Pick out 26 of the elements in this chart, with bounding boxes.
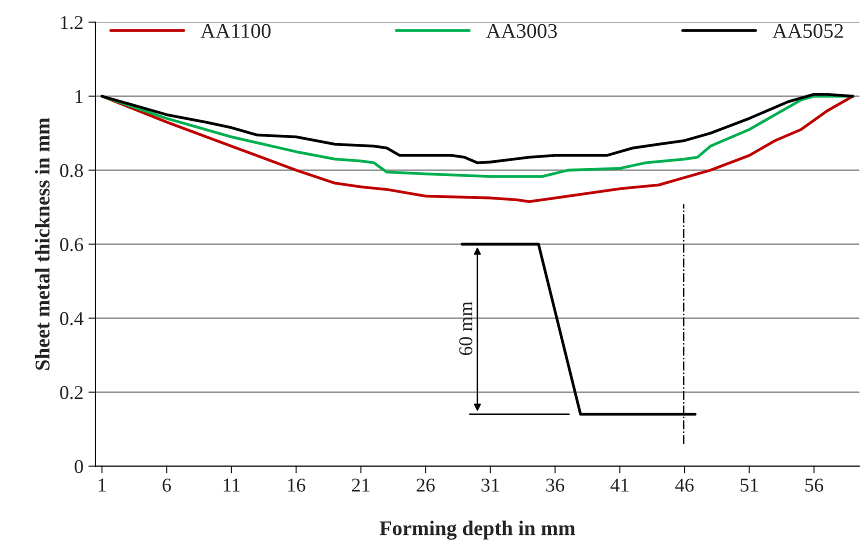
x-tick-label: 21 [352,478,370,492]
y-tick-label: 0.8 [60,164,83,178]
y-tick-label: 0.4 [60,312,84,326]
y-tick-label: 0 [74,460,83,474]
annotation: 60 mm [459,302,472,355]
y-tick-label: 0.2 [60,386,83,400]
x-tick-label: 36 [546,478,564,492]
x-tick-label: 31 [482,478,499,492]
y-tick-label: 1.2 [61,16,83,30]
x-tick-label: 56 [805,478,824,492]
y-axis-title: Sheet metal thickness in mm [34,118,50,370]
x-tick-label: 51 [740,478,758,492]
legend-label: AA3003 [486,24,557,38]
legend-label: AA1100 [200,24,271,38]
y-tick-label: 1 [76,90,83,103]
line-series [100,92,854,164]
y-tick-label: 0.6 [60,238,84,252]
x-tick-label: 11 [224,478,240,492]
legend-label: AA5052 [772,24,843,38]
x-axis-title: Forming depth in mm [380,520,576,540]
x-tick-label: 41 [610,478,628,492]
x-tick-label: 16 [288,478,306,492]
x-tick-label: 6 [162,478,171,492]
x-tick-label: 26 [416,478,435,492]
x-tick-label: 46 [675,478,694,492]
x-tick-label: 1 [98,478,106,492]
